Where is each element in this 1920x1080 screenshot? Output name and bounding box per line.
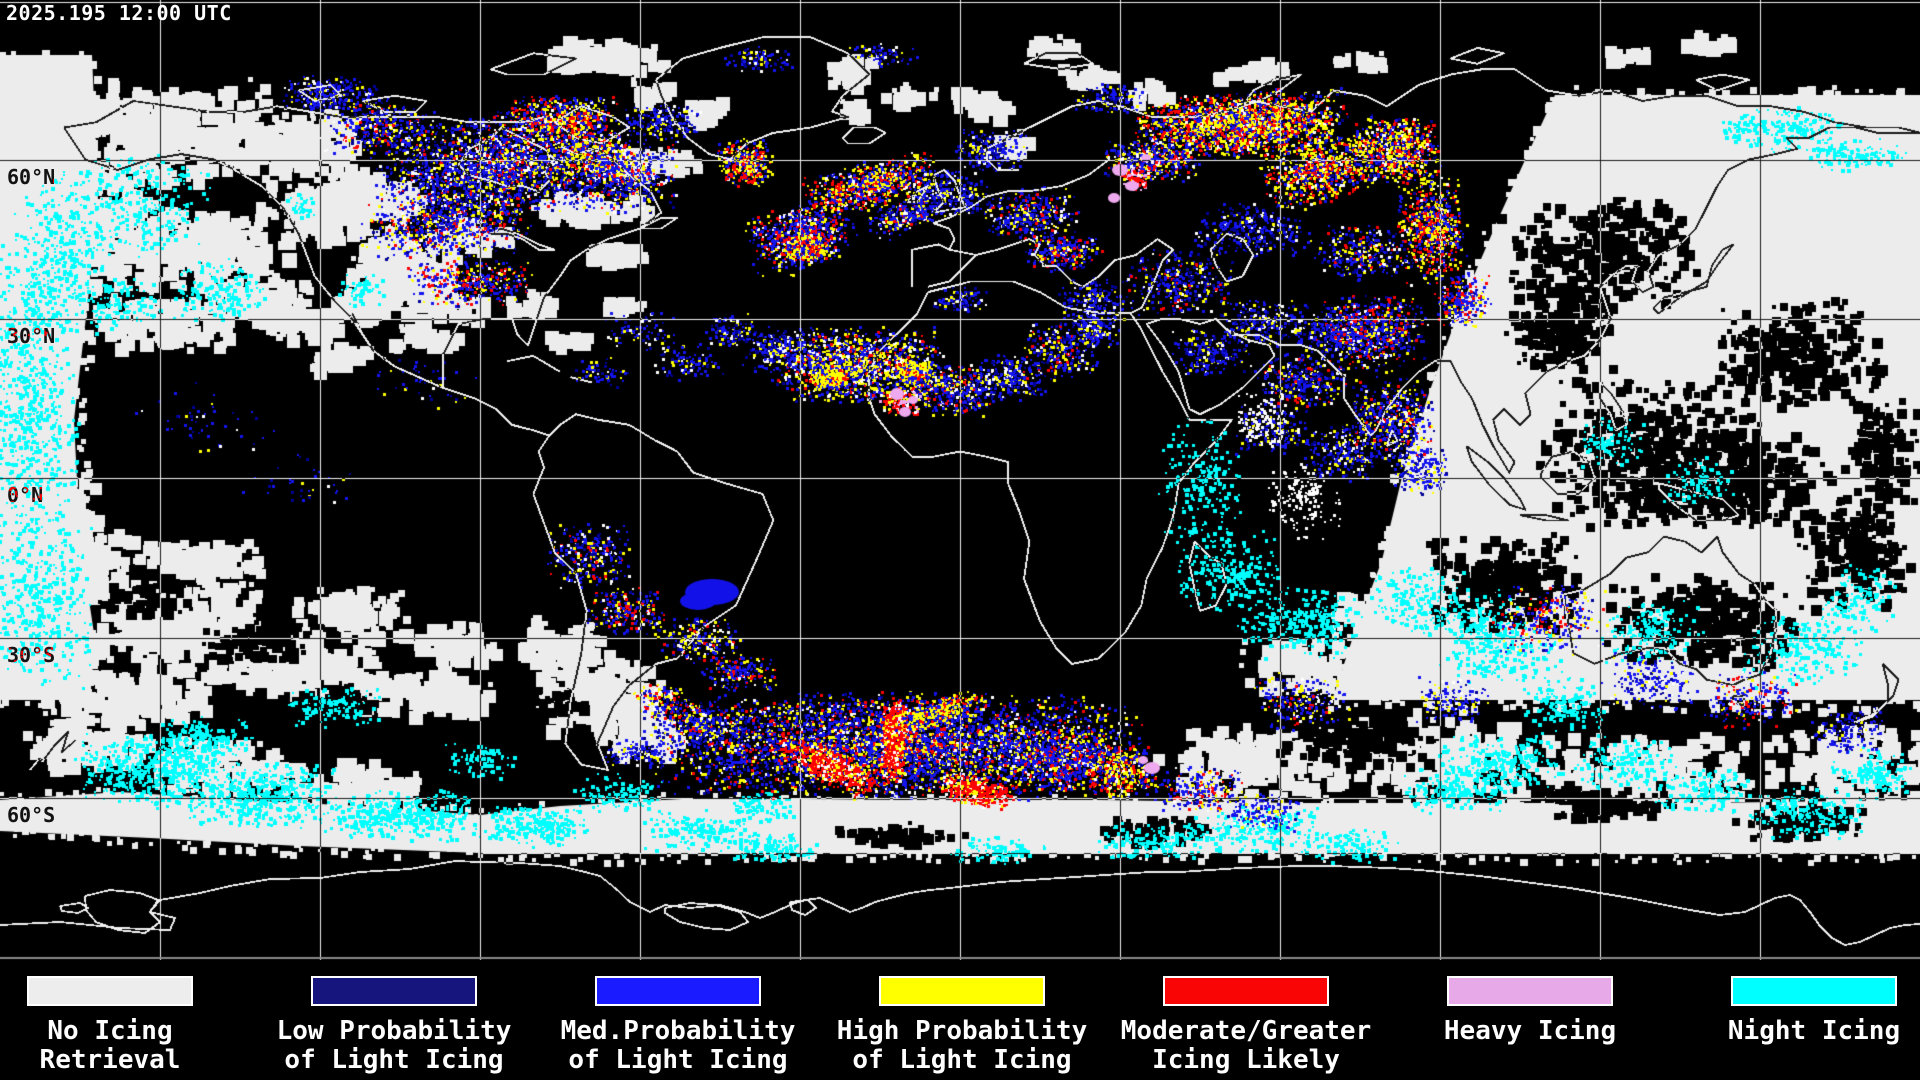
legend-item-low-prob: Low Probability of Light Icing — [252, 976, 536, 1075]
lat-label-60s: 60°S — [7, 803, 56, 827]
legend-label: Moderate/Greater Icing Likely — [1120, 1016, 1372, 1075]
satellite-icing-map-canvas — [0, 0, 1920, 960]
legend-item-med-prob: Med.Probability of Light Icing — [536, 976, 820, 1075]
legend-label: Med.Probability of Light Icing — [560, 1016, 796, 1075]
legend-swatch-moderate-greater — [1163, 976, 1329, 1006]
legend-label: Heavy Icing — [1443, 1016, 1617, 1046]
lat-label-60n: 60°N — [7, 165, 56, 189]
legend-label: No Icing Retrieval — [39, 1016, 181, 1075]
legend-label: Low Probability of Light Icing — [276, 1016, 512, 1075]
legend-swatch-low-prob — [311, 976, 477, 1006]
timestamp-title: 2025.195 12:00 UTC — [6, 1, 232, 25]
legend-item-heavy-icing: Heavy Icing — [1388, 976, 1672, 1046]
lat-label-30s: 30°S — [7, 643, 56, 667]
legend-label: High Probability of Light Icing — [836, 1016, 1088, 1075]
legend-item-night-icing: Night Icing — [1672, 976, 1920, 1046]
legend-swatch-night-icing — [1731, 976, 1897, 1006]
lat-label-0n: 0°N — [7, 483, 44, 507]
legend-swatch-high-prob — [879, 976, 1045, 1006]
legend-swatch-med-prob — [595, 976, 761, 1006]
legend-swatch-heavy-icing — [1447, 976, 1613, 1006]
legend-item-high-prob: High Probability of Light Icing — [820, 976, 1104, 1075]
legend-item-moderate-greater: Moderate/Greater Icing Likely — [1104, 976, 1388, 1075]
legend-item-no-icing: No Icing Retrieval — [0, 976, 252, 1075]
legend-label: Night Icing — [1727, 1016, 1901, 1046]
legend-bar: No Icing Retrieval Low Probability of Ligh… — [0, 960, 1920, 1080]
lat-label-30n: 30°N — [7, 324, 56, 348]
legend-swatch-no-icing — [27, 976, 193, 1006]
